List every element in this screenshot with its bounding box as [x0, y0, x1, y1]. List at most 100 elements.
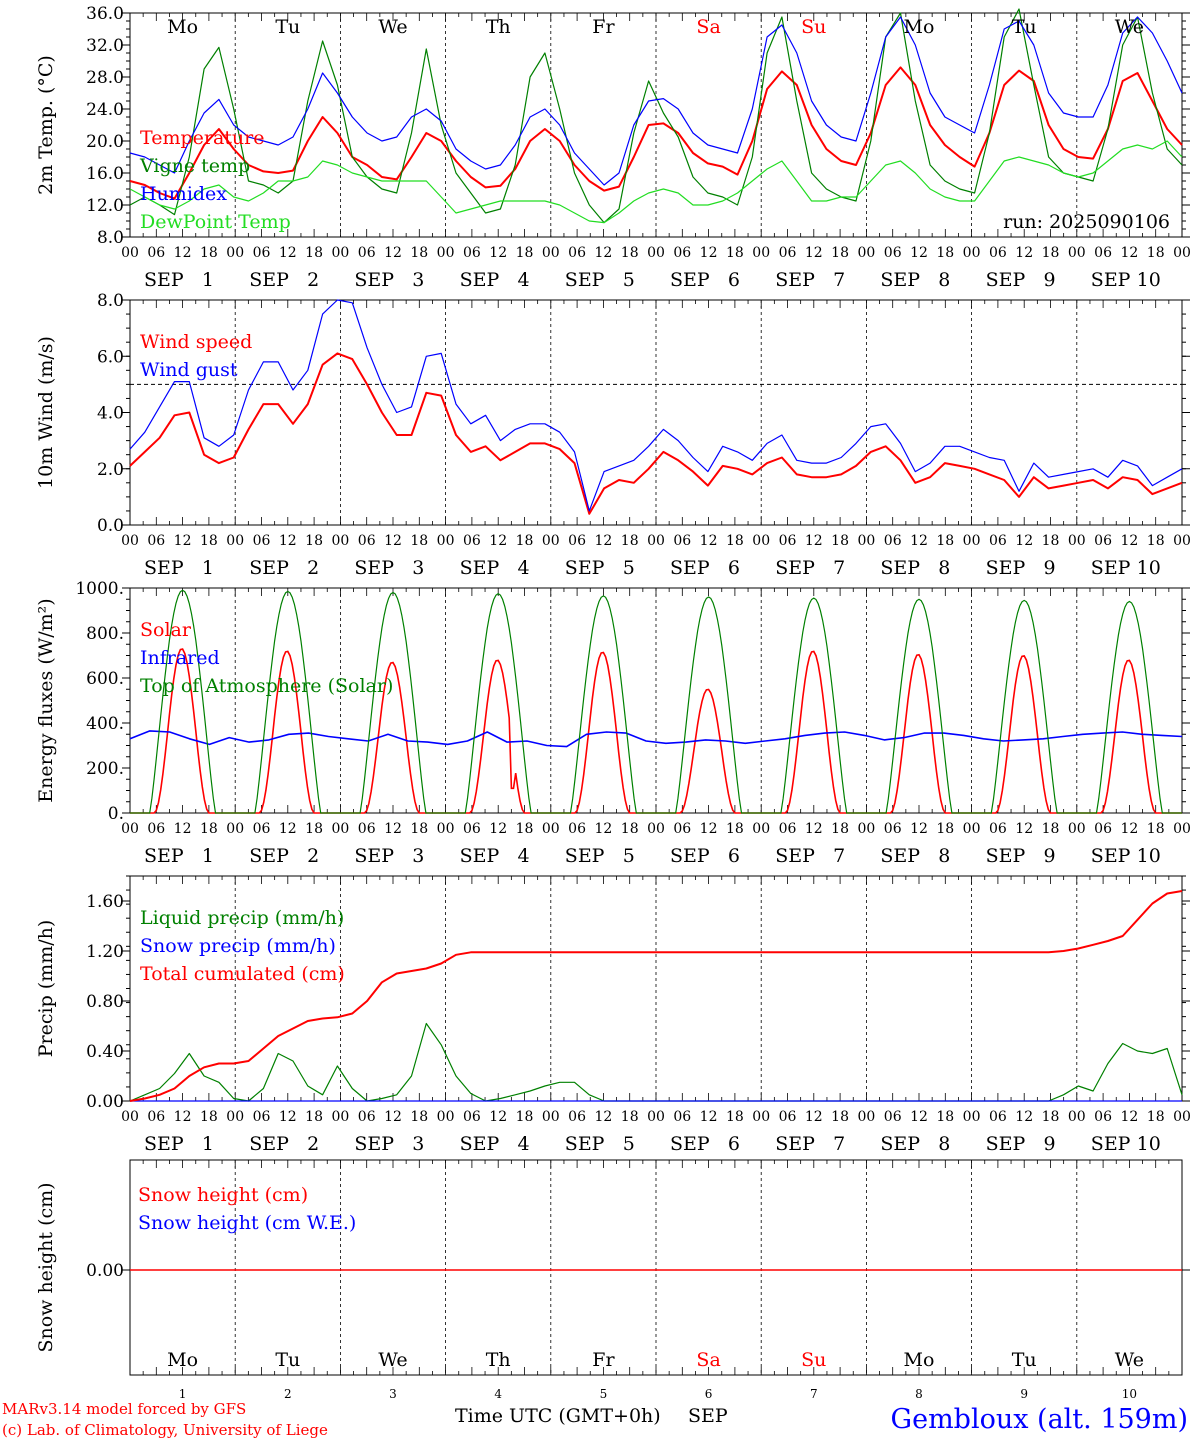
station-title: Gembloux (alt. 159m): [891, 1404, 1188, 1435]
day-number: 2: [307, 269, 319, 291]
hour-label: 06: [147, 821, 165, 837]
legend-entry: DewPoint Temp: [140, 211, 291, 233]
hour-label: 12: [594, 1109, 612, 1125]
day-name: Su: [801, 16, 826, 38]
infrared-line: [129, 730, 1183, 748]
hour-label: 18: [936, 1109, 954, 1125]
day-name: We: [1115, 16, 1144, 38]
hour-label: 12: [1015, 245, 1033, 261]
month-label: SEP: [986, 845, 1026, 867]
day-number: 7: [833, 269, 845, 291]
hour-label: 12: [700, 821, 718, 837]
hour-label: 18: [1042, 1109, 1060, 1125]
hour-label: 18: [936, 821, 954, 837]
hour-label: 06: [358, 533, 376, 549]
day-name: Fr: [592, 16, 615, 38]
month-label: SEP: [249, 557, 289, 579]
footer-time-label: Time UTC (GMT+0h): [455, 1405, 661, 1427]
hour-label: 12: [174, 1109, 192, 1125]
day-name: Tu: [1012, 1349, 1037, 1371]
hour-label: 18: [200, 1109, 218, 1125]
hour-label: 00: [331, 1109, 349, 1125]
day-number: 4: [518, 1133, 530, 1155]
hour-label: 06: [253, 533, 271, 549]
hour-label: 00: [1173, 1109, 1191, 1125]
hour-label: 06: [884, 245, 902, 261]
day-number: 6: [728, 845, 740, 867]
footer-month-label: SEP: [688, 1405, 728, 1427]
y-tick-label: 16.0: [86, 164, 124, 184]
legend-entry: Infrared: [140, 647, 220, 669]
month-label: SEP: [144, 557, 184, 579]
hour-label: 18: [936, 245, 954, 261]
hour-label: 00: [437, 1109, 455, 1125]
day-number: 10: [1122, 1387, 1137, 1401]
legend-entry: Vigne temp: [139, 155, 250, 177]
wind-gustline: [129, 299, 1183, 512]
hour-label: 18: [621, 1109, 639, 1125]
legend-entry: Solar: [140, 619, 192, 641]
hour-label: 00: [1068, 245, 1086, 261]
hour-label: 12: [384, 821, 402, 837]
hour-label: 06: [673, 533, 691, 549]
hour-label: 18: [1147, 533, 1165, 549]
footer-credit-line: (c) Lab. of Climatology, University of L…: [2, 1421, 328, 1439]
hour-label: 12: [805, 533, 823, 549]
day-number: 10: [1137, 557, 1161, 579]
y-tick-label: 4.0: [97, 404, 124, 424]
hour-label: 12: [700, 245, 718, 261]
y-tick-label: 28.0: [86, 68, 124, 88]
month-label: SEP: [775, 557, 815, 579]
hour-label: 18: [516, 533, 534, 549]
day-number: 9: [1020, 1387, 1028, 1401]
hour-label: 12: [805, 1109, 823, 1125]
hour-label: 00: [121, 533, 139, 549]
hour-label: 00: [963, 1109, 981, 1125]
day-number: 7: [833, 845, 845, 867]
hour-label: 18: [410, 245, 428, 261]
month-label: SEP: [565, 1133, 605, 1155]
day-number: 4: [518, 845, 530, 867]
month-label: SEP: [880, 557, 920, 579]
day-name: We: [378, 1349, 407, 1371]
hour-label: 00: [121, 1109, 139, 1125]
legend-entry: Wind speed: [140, 331, 252, 353]
hour-label: 00: [857, 245, 875, 261]
hour-label: 18: [516, 1109, 534, 1125]
day-number: 4: [494, 1387, 502, 1401]
month-label: SEP: [249, 845, 289, 867]
day-name: Tu: [275, 16, 300, 38]
hour-label: 00: [647, 821, 665, 837]
hour-label: 06: [884, 1109, 902, 1125]
hour-label: 06: [358, 821, 376, 837]
hour-label: 12: [279, 533, 297, 549]
hour-label: 18: [726, 821, 744, 837]
hour-label: 00: [437, 533, 455, 549]
day-number: 8: [938, 269, 950, 291]
month-label: SEP: [144, 845, 184, 867]
day-number: 3: [412, 845, 424, 867]
hour-label: 06: [884, 821, 902, 837]
y-tick-label: 2.0: [97, 460, 124, 480]
hour-label: 12: [489, 1109, 507, 1125]
y-tick-label: 0.40: [86, 1042, 124, 1062]
day-number: 6: [705, 1387, 713, 1401]
y-tick-label: 0.00: [86, 1261, 124, 1281]
hour-label: 06: [884, 533, 902, 549]
hour-label: 00: [647, 533, 665, 549]
month-label: SEP: [670, 845, 710, 867]
legend-entry: Temperature: [140, 127, 264, 149]
day-name: Mo: [904, 1349, 935, 1371]
hour-label: 18: [621, 245, 639, 261]
day-number: 7: [810, 1387, 818, 1401]
hour-label: 18: [831, 533, 849, 549]
hour-label: 12: [1120, 245, 1138, 261]
month-label: SEP: [460, 1133, 500, 1155]
hour-label: 12: [910, 533, 928, 549]
day-number: 1: [202, 269, 214, 291]
hour-label: 12: [1015, 821, 1033, 837]
y-tick-label: 12.0: [86, 196, 124, 216]
day-number: 7: [833, 1133, 845, 1155]
hour-label: 12: [594, 245, 612, 261]
